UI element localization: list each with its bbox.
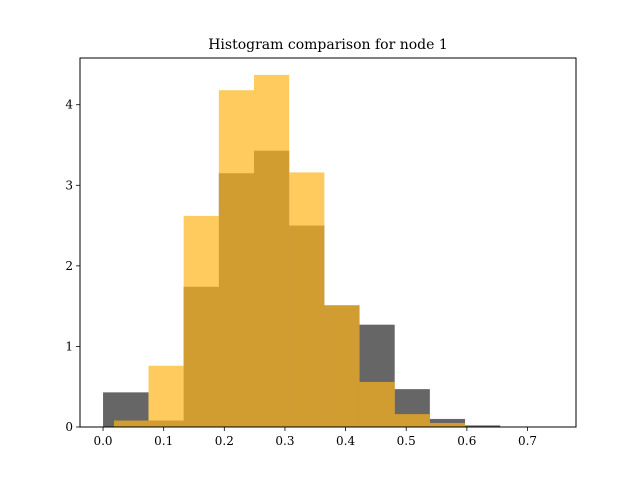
histogram-bar-series-2-bin-7: [324, 305, 360, 427]
x-tick-label: 0.3: [275, 434, 294, 448]
y-tick-label: 4: [65, 98, 73, 112]
histogram-bar-series-2-bin-2: [148, 365, 184, 427]
x-tick-label: 0.5: [397, 434, 416, 448]
y-tick-label: 1: [65, 339, 73, 353]
x-tick-label: 0.4: [336, 434, 355, 448]
y-tick-label: 3: [65, 178, 73, 192]
x-tick-label: 0.7: [518, 434, 537, 448]
x-axis: 0.0 0.1 0.2 0.3 0.4 0.5 0.6 0.7: [93, 427, 537, 448]
x-tick-label: 0.2: [215, 434, 234, 448]
histogram-bar-series-2-bin-5: [254, 74, 290, 428]
histogram-bar-series-2-bin-9: [394, 414, 430, 427]
histogram-bar-series-2-bin-8: [359, 381, 395, 427]
x-tick-label: 0.1: [154, 434, 173, 448]
chart-title: Histogram comparison for node 1: [208, 37, 448, 53]
y-axis: 0 1 2 3 4: [65, 98, 80, 434]
x-tick-label: 0.6: [457, 434, 476, 448]
histogram-bar-series-2-bin-6: [289, 172, 325, 427]
y-tick-label: 0: [65, 420, 73, 434]
x-tick-label: 0.0: [93, 434, 112, 448]
histogram-bar-series-1-bin-11: [465, 425, 501, 427]
histogram-bar-series-2-bin-10: [429, 422, 466, 427]
histogram-bar-series-2-bin-1: [113, 420, 149, 427]
y-tick-label: 2: [65, 259, 73, 273]
bars-layer: [103, 74, 501, 428]
histogram-bar-series-2-bin-3: [183, 215, 219, 427]
axes-frame: [79, 57, 577, 428]
histogram-bar-series-2-bin-4: [218, 90, 255, 427]
